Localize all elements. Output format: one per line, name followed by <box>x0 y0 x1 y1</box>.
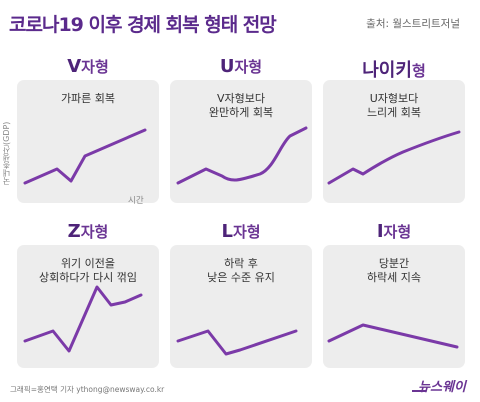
u-curve <box>176 126 308 185</box>
i-curve <box>327 323 459 349</box>
panel-v-shape: V자형 가파른 회복 <box>13 56 163 206</box>
panel-box: 당분간 하락세 지속 <box>323 245 465 368</box>
panel-nike-shape: 나이키형 U자형보다 느리게 회복 <box>319 56 469 206</box>
panel-title: U자형 <box>219 56 263 77</box>
panel-title: L자형 <box>221 221 261 242</box>
panel-u-shape: U자형 V자형보다 완만하게 회복 <box>166 56 316 206</box>
x-axis-label: 시간 <box>128 196 144 206</box>
panel-box: 위기 이전을 상회하다가 다시 꺾임 <box>17 245 159 368</box>
panel-box: U자형보다 느리게 회복 <box>323 80 465 203</box>
panel-i-shape: I자형 당분간 하락세 지속 <box>319 221 469 371</box>
panel-description: 가파른 회복 <box>60 92 116 105</box>
panel-title: 나이키형 <box>362 60 426 81</box>
panel-box: V자형보다 완만하게 회복 <box>170 80 312 203</box>
panel-box: 가파른 회복 <box>17 80 159 203</box>
graphic-credit: 그래픽=홍연택 기자 ythong@newsway.co.kr <box>10 385 165 394</box>
y-axis-label: 국내총생산(GDP) <box>2 121 11 185</box>
logo-mark-icon <box>412 390 426 392</box>
panel-description: U자형보다 느리게 회복 <box>366 92 422 119</box>
v-curve <box>23 128 147 185</box>
panel-description: 하락 후 낮은 수준 유지 <box>207 257 275 284</box>
newsway-logo: 뉴스웨이 <box>418 380 466 395</box>
page-title: 코로나19 이후 경제 회복 형태 전망 <box>9 14 277 36</box>
panel-title: I자형 <box>376 221 412 242</box>
panel-title: V자형 <box>67 56 109 77</box>
panel-description: 당분간 하락세 지속 <box>366 257 422 284</box>
nike-curve <box>327 130 461 185</box>
l-curve <box>176 329 298 356</box>
panel-z-shape: Z자형 위기 이전을 상회하다가 다시 꺾임 <box>13 221 163 371</box>
panel-description: V자형보다 완만하게 회복 <box>208 92 274 119</box>
z-curve <box>23 285 143 353</box>
panel-box: 하락 후 낮은 수준 유지 <box>170 245 312 368</box>
panel-description: 위기 이전을 상회하다가 다시 꺾임 <box>38 257 138 284</box>
source-label: 출처: 월스트리트저널 <box>366 18 460 30</box>
panel-l-shape: L자형 하락 후 낮은 수준 유지 <box>166 221 316 371</box>
panel-title: Z자형 <box>67 221 109 242</box>
